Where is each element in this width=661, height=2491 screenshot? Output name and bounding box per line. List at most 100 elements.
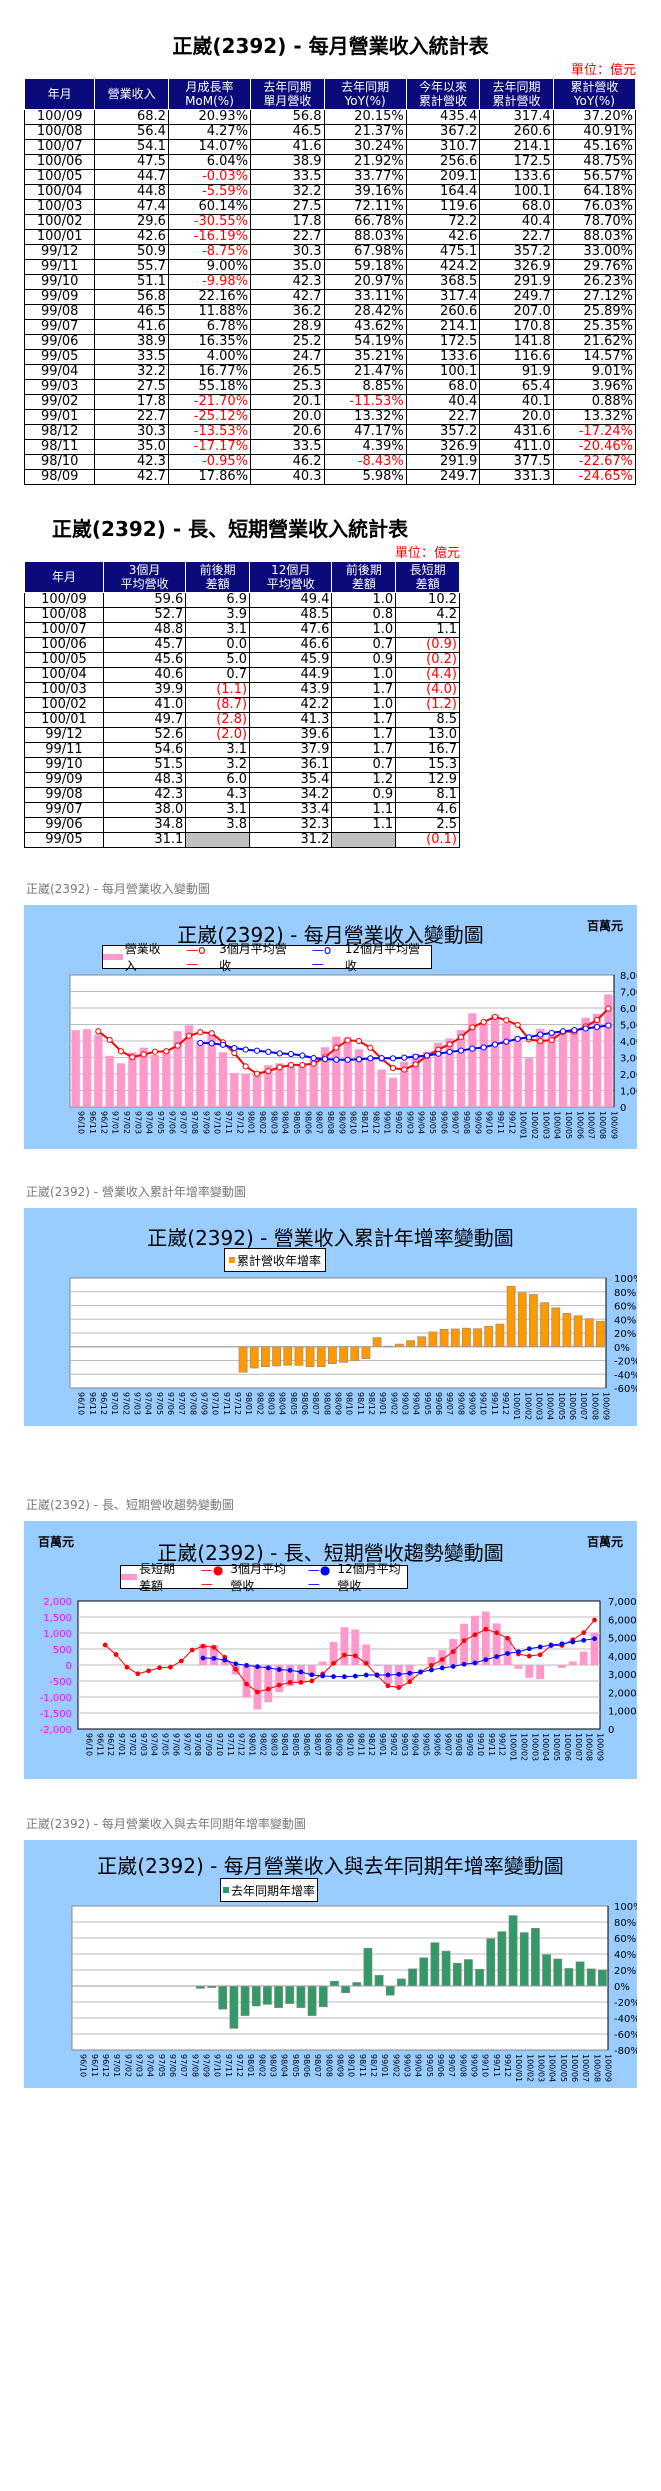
table-cell: 3.1 [185, 802, 251, 818]
table-row: 99/05 33.5 4.00% 24.7 35.21% 133.6 116.6 14.57% [23, 349, 637, 365]
svg-text:6,000: 6,000 [620, 1004, 637, 1015]
table-cell: 51.1 [94, 274, 169, 290]
svg-text:100%: 100% [614, 1902, 637, 1913]
svg-text:98/01: 98/01 [248, 1733, 257, 1756]
svg-text:97/03: 97/03 [132, 1392, 141, 1415]
svg-text:100/05: 100/05 [559, 2054, 568, 2082]
svg-text:0: 0 [66, 1661, 72, 1672]
table-row: 98/09 42.7 17.86% 40.3 5.98% 249.7 331.3 -24.65… [23, 469, 637, 485]
svg-text:98/09: 98/09 [335, 1733, 344, 1756]
table-cell: 99/07 [23, 319, 96, 335]
table-cell: 55.18% [167, 379, 252, 395]
svg-text:97/12: 97/12 [233, 1392, 242, 1415]
table-cell: 17.8 [250, 214, 325, 230]
table-row: 100/05 44.7 -0.03% 33.5 33.77% 209.1 133.6 56.5… [23, 169, 637, 185]
svg-text:60%: 60% [614, 1934, 636, 1945]
svg-text:98/08: 98/08 [324, 1733, 333, 1756]
table-cell: 34.2 [249, 787, 333, 803]
chart2-caption: 正崴(2392) - 營業收入累計年增率變動圖 [26, 1185, 246, 1199]
table-cell: 100/02 [24, 697, 104, 713]
legend-orange-square-icon [228, 1257, 235, 1263]
svg-text:97/02: 97/02 [128, 1733, 137, 1756]
table-cell: 11.88% [167, 304, 252, 320]
table-cell: 170.8 [479, 319, 554, 335]
table-row: 100/02 29.6 -30.55% 17.8 66.78% 72.2 40.4 78.70… [23, 214, 637, 230]
table-cell: 98/12 [23, 424, 96, 440]
table-cell: 20.93% [167, 109, 252, 125]
svg-text:3,000: 3,000 [620, 1054, 637, 1065]
table-row: 100/04 44.8 -5.59% 32.2 39.16% 164.4 100.1 64.1… [23, 184, 637, 200]
table-cell: 8.5 [395, 712, 460, 728]
table-cell: 52.6 [102, 727, 187, 743]
table-cell: 100/03 [24, 682, 104, 698]
table-cell: 42.6 [94, 229, 169, 245]
table-cell: -8.75% [167, 244, 252, 260]
legend-blue-line-icon: —o— [311, 943, 332, 971]
svg-text:100/09: 100/09 [596, 1733, 605, 1761]
svg-text:99/08: 99/08 [462, 1111, 471, 1134]
table-cell: 35.4 [249, 772, 333, 788]
svg-text:99/03: 99/03 [405, 1111, 414, 1134]
table-cell: 54.1 [94, 139, 169, 155]
table-cell: 4.27% [167, 124, 252, 140]
table-cell: -11.53% [323, 394, 407, 410]
table-cell: 40.1 [479, 394, 554, 410]
table-cell: 48.3 [102, 772, 187, 788]
table-row: 100/06 47.5 6.04% 38.9 21.92% 256.6 172.5 48.75… [23, 154, 637, 170]
table-cell: 40.4 [479, 214, 554, 230]
svg-text:97/10: 97/10 [211, 1392, 220, 1415]
chart4-legend: 去年同期年增率 [220, 1878, 318, 1902]
table-cell: 9.01% [552, 364, 637, 380]
svg-text:97/03: 97/03 [139, 1733, 148, 1756]
chart3-legend: 長短期差額 —●— 3個月平均營收 —●— 12個月平均營收 [120, 1562, 408, 1593]
table-cell: 21.62% [552, 334, 637, 350]
svg-text:98/02: 98/02 [258, 1111, 267, 1134]
svg-text:60%: 60% [614, 1302, 636, 1313]
table-cell: 100/04 [23, 184, 96, 200]
table-cell: 33.5 [250, 169, 325, 185]
table-cell: 435.4 [405, 109, 481, 125]
table-cell: 52.7 [102, 607, 187, 623]
svg-text:97/10: 97/10 [213, 1111, 222, 1134]
table-cell: 99/01 [23, 409, 96, 425]
svg-text:99/09: 99/09 [469, 2054, 478, 2077]
monthly-yoy-chart: 正崴(2392) - 每月營業收入與去年同期年增率變動圖 去年同期年增率 -80… [24, 1840, 637, 2088]
svg-text:100/05: 100/05 [564, 1111, 573, 1139]
svg-text:100/08: 100/08 [590, 1392, 599, 1420]
table-cell: 1.1 [331, 802, 397, 818]
table-cell: 20.97% [323, 274, 407, 290]
table-cell: 5.98% [323, 469, 407, 485]
svg-text:100/05: 100/05 [557, 1392, 566, 1420]
table-cell: 22.7 [405, 409, 481, 425]
table-cell: 24.7 [250, 349, 325, 365]
table-cell: 56.57% [552, 169, 637, 185]
table-row: 98/10 42.3 -0.95% 46.2 -8.43% 291.9 377.5 -22.6… [23, 454, 637, 470]
table-cell: 39.9 [102, 682, 187, 698]
svg-text:99/03: 99/03 [400, 1392, 409, 1415]
svg-text:98/08: 98/08 [324, 2054, 333, 2077]
svg-text:98/12: 98/12 [371, 1111, 380, 1134]
table-cell: 32.3 [249, 817, 333, 833]
table-cell: 40.6 [102, 667, 187, 683]
svg-text:100/07: 100/07 [581, 2054, 590, 2082]
table-cell: 411.0 [479, 439, 554, 455]
svg-text:96/10: 96/10 [77, 1392, 86, 1415]
table-cell [185, 832, 251, 848]
table-cell: -22.67% [552, 454, 637, 470]
long-short-trend-chart: 百萬元 正崴(2392) - 長、短期營收趨勢變動圖 百萬元 長短期差額 —●—… [24, 1521, 637, 1779]
svg-text:97/01: 97/01 [111, 1111, 120, 1134]
table-cell: 33.11% [323, 289, 407, 305]
table-row: 100/01 42.6 -16.19% 22.7 88.03% 42.6 22.7 88.03… [23, 229, 637, 245]
svg-text:1,500: 1,500 [43, 1613, 72, 1624]
svg-text:0: 0 [620, 1103, 626, 1114]
table-row: 100/09 59.6 6.9 49.4 1.0 10.2 [24, 592, 460, 608]
table-cell: 99/05 [23, 349, 96, 365]
table-cell: 51.5 [102, 757, 187, 773]
svg-text:100/04: 100/04 [546, 1392, 555, 1420]
svg-text:99/07: 99/07 [447, 2054, 456, 2077]
table-cell: 45.16% [552, 139, 637, 155]
table-row: 99/01 22.7 -25.12% 20.0 13.32% 22.7 20.0 13.32% [23, 409, 637, 425]
table-cell: 26.5 [250, 364, 325, 380]
table-cell: 59.6 [102, 592, 187, 608]
table-cell: 88.03% [323, 229, 407, 245]
